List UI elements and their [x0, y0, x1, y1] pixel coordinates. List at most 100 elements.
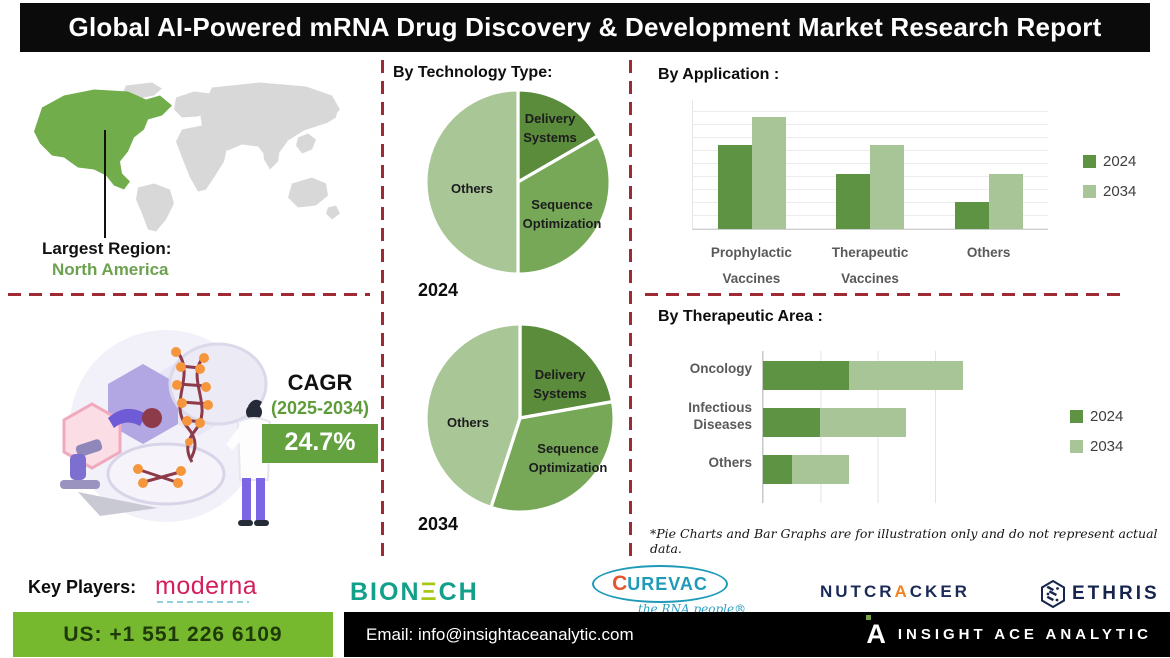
bar-group-prophylactic-vaccines: [693, 100, 811, 229]
moderna-logo: moderna: [155, 572, 258, 600]
category-label-prophylactic-vaccines: Prophylactic Vaccines: [710, 245, 792, 286]
curevac-logo-c: C: [612, 572, 628, 595]
legend-swatch-2024: [1083, 155, 1096, 168]
ethris-logo: ETHRIS: [1040, 580, 1160, 608]
region-pointer-line: [104, 130, 106, 238]
legend-item-2024: 2024: [1083, 153, 1136, 170]
pie-label-others: Others: [451, 181, 493, 196]
email-address: Email: info@insightaceanalytic.com: [366, 624, 634, 644]
ethris-hexagon-icon: [1041, 580, 1065, 608]
nutcracker-logo-part: NUTCR: [820, 582, 895, 601]
bar-2024-prophylactic-vaccines: [718, 145, 753, 229]
hbar-row-infectious-diseases: [763, 408, 992, 437]
disclaimer-footnote: *Pie Charts and Bar Graphs are for illus…: [650, 526, 1158, 556]
email-banner: Email: info@insightaceanalytic.com A INS…: [344, 612, 1170, 657]
pie-slice-others: [424, 88, 520, 276]
biontech-logo-part: CH: [438, 578, 479, 606]
phone-number: US: +1 551 226 6109: [63, 622, 283, 646]
pie-slice-others: [424, 322, 522, 510]
title-bar: Global AI-Powered mRNA Drug Discovery & …: [20, 3, 1150, 52]
bar-2024-therapeutic-vaccines: [836, 173, 871, 229]
largest-region-value: North America: [52, 260, 169, 279]
legend-label-2034: 2034: [1103, 183, 1137, 200]
divider-right-horizontal: [645, 293, 1123, 296]
therapeutic-chart-plot: [762, 351, 992, 503]
page-title: Global AI-Powered mRNA Drug Discovery & …: [68, 12, 1102, 42]
category-label-infectious-diseases: Infectious Diseases: [688, 399, 752, 432]
cagr-period: (2025-2034): [270, 398, 370, 418]
insight-ace-a-icon: A: [866, 615, 886, 649]
hbar-row-others: [763, 455, 992, 484]
divider-vertical-2: [629, 60, 632, 556]
largest-region-label: Largest Region:: [42, 239, 172, 258]
category-label-others: Others: [966, 245, 1011, 260]
bar-2024-others: [954, 201, 989, 229]
world-map: [34, 82, 340, 232]
curevac-logo-text: UREVAC: [627, 573, 708, 594]
hbar-2034-others: [791, 455, 849, 484]
hbar-2034-infectious-diseases: [820, 408, 907, 437]
category-label-therapeutic-vaccines: Therapeutic Vaccines: [831, 245, 909, 286]
application-legend: 2024 2034: [1083, 153, 1136, 200]
nutcracker-logo-a-glyph: A: [894, 582, 910, 601]
application-heading: By Application :: [658, 66, 780, 83]
moderna-logo-underline: [157, 601, 249, 603]
legend-swatch-2024: [1070, 410, 1083, 423]
bar-2034-prophylactic-vaccines: [752, 116, 787, 229]
phone-banner: US: +1 551 226 6109: [13, 612, 333, 657]
pie-slice-sequence-optimization: [516, 134, 612, 276]
pie-year-2024: 2024: [418, 280, 459, 300]
insight-ace-brand-text: INSIGHT ACE ANALYTIC: [897, 626, 1152, 643]
hbar-2024-infectious-diseases: [763, 408, 821, 437]
category-label-others: Others: [708, 455, 752, 471]
therapeutic-heading: By Therapeutic Area :: [658, 308, 823, 325]
biontech-logo-t-glyph: Ξ: [420, 578, 439, 606]
bar-group-therapeutic-vaccines: [811, 100, 929, 229]
legend-label-2024: 2024: [1103, 153, 1137, 170]
lab-research-illustration: [60, 330, 272, 526]
nutcracker-logo: NUTCRACKER: [820, 582, 970, 602]
legend-label-2034: 2034: [1090, 438, 1124, 455]
legend-label-2024: 2024: [1090, 408, 1124, 425]
legend-item-2024: 2024: [1070, 408, 1123, 425]
therapeutic-legend: 2024 2034: [1070, 408, 1123, 455]
pie-slice-delivery-systems: [518, 322, 615, 420]
insight-ace-analytic-logo: A INSIGHT ACE ANALYTIC: [866, 615, 1152, 649]
hbar-row-oncology: [763, 361, 992, 390]
pie-label-delivery-systems: Delivery Systems: [523, 111, 577, 145]
nutcracker-logo-part: CKER: [909, 582, 970, 601]
legend-swatch-2034: [1070, 440, 1083, 453]
curevac-logo: C UREVAC: [592, 565, 728, 603]
legend-swatch-2034: [1083, 185, 1096, 198]
bar-2034-therapeutic-vaccines: [870, 145, 905, 229]
bar-2034-others: [988, 173, 1023, 229]
pie-chart-2024: Delivery Systems Sequence Optimization O…: [424, 88, 612, 276]
biontech-logo-part: BION: [350, 578, 421, 606]
pie-slice-delivery-systems: [516, 88, 600, 184]
legend-item-2034: 2034: [1083, 183, 1136, 200]
hbar-2034-oncology: [848, 361, 964, 390]
cagr-value-badge: 24.7%: [262, 424, 378, 463]
pie-slice-sequence-optimization: [489, 400, 616, 514]
bar-group-others: [930, 100, 1048, 229]
divider-vertical-1: [381, 60, 384, 556]
category-label-oncology: Oncology: [689, 361, 752, 377]
application-chart-plot: [692, 100, 1048, 230]
pie-chart-2034: Delivery Systems Sequence Optimization O…: [424, 322, 616, 514]
divider-left-horizontal: [8, 293, 370, 296]
application-category-labels: Prophylactic Vaccines Therapeutic Vaccine…: [692, 240, 1048, 291]
hbar-2024-oncology: [763, 361, 849, 390]
technology-type-heading: By Technology Type:: [393, 64, 553, 81]
pie-label-sequence-optimization: Sequence Optimization: [522, 197, 602, 231]
pie-label-delivery-systems: Delivery Systems: [533, 367, 587, 401]
pie-label-others: Others: [447, 415, 489, 430]
cagr-label: CAGR: [287, 370, 353, 395]
therapeutic-category-labels: Oncology Infectious Diseases Others: [644, 355, 752, 496]
pie-label-sequence-optimization: Sequence Optimization: [528, 441, 608, 475]
pie-year-2034: 2034: [418, 514, 459, 534]
cagr-block: CAGR (2025-2034) 24.7%: [262, 370, 378, 463]
key-players-label: Key Players:: [28, 577, 137, 597]
ethris-logo-text: ETHRIS: [1072, 583, 1160, 604]
hbar-2024-others: [763, 455, 792, 484]
biontech-logo: BIONΞCH: [350, 578, 479, 607]
